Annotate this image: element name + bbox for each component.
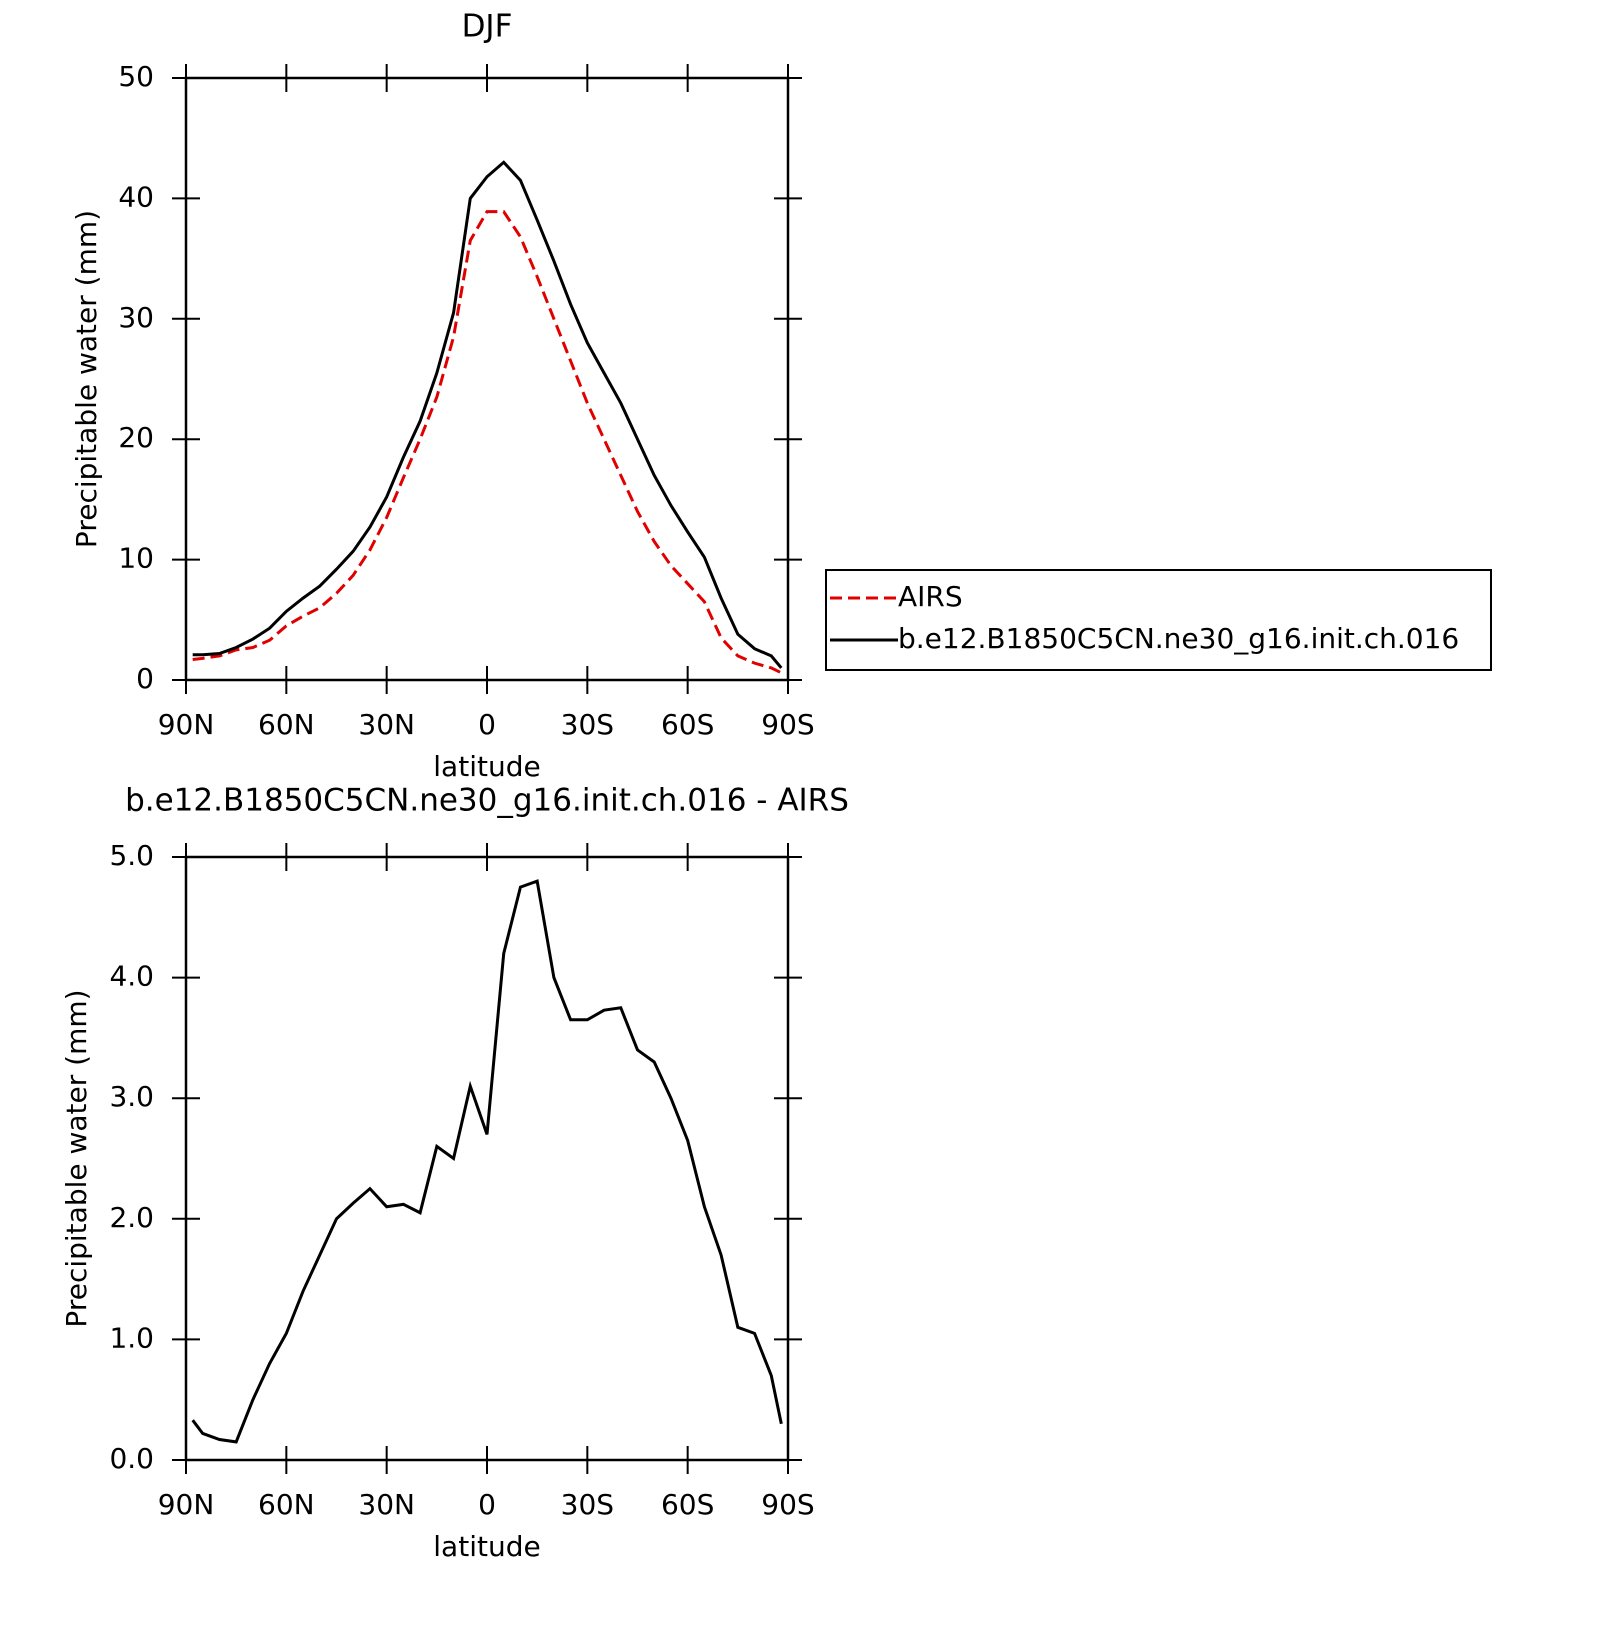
y-tick-label: 0.0 (109, 1442, 154, 1475)
y-tick-label: 50 (118, 60, 154, 93)
x-tick-label: 90S (761, 1488, 814, 1521)
y-axis-label: Precipitable water (mm) (60, 989, 93, 1327)
y-tick-label: 0 (136, 662, 154, 695)
x-tick-label: 30N (358, 708, 415, 741)
plot-frame (184, 855, 790, 1462)
x-tick-label: 60N (258, 708, 315, 741)
x-axis-label: latitude (433, 750, 540, 783)
x-tick-label: 30N (358, 1488, 415, 1521)
y-tick-label: 4.0 (109, 960, 154, 993)
x-axis-label: latitude (433, 1530, 540, 1563)
y-tick-label: 3.0 (109, 1080, 154, 1113)
x-tick-label: 30S (561, 708, 614, 741)
legend-label: AIRS (898, 580, 963, 613)
x-tick-label: 60S (661, 1488, 714, 1521)
x-tick-label: 60N (258, 1488, 315, 1521)
x-tick-label: 0 (478, 708, 496, 741)
y-tick-label: 5.0 (109, 839, 154, 872)
y-tick-label: 1.0 (109, 1321, 154, 1354)
x-tick-label: 60S (661, 708, 714, 741)
x-tick-label: 90N (158, 1488, 215, 1521)
x-tick-label: 30S (561, 1488, 614, 1521)
x-tick-label: 0 (478, 1488, 496, 1521)
legend-label: b.e12.B1850C5CN.ne30_g16.init.ch.016 (898, 622, 1459, 655)
y-axis-label: Precipitable water (mm) (70, 210, 103, 548)
y-tick-label: 2.0 (109, 1201, 154, 1234)
y-tick-label: 30 (118, 301, 154, 334)
plot-frame (184, 76, 790, 682)
chart-title: b.e12.B1850C5CN.ne30_g16.init.ch.016 - A… (125, 783, 849, 819)
data-line (191, 879, 783, 1444)
legend-box (825, 569, 1492, 671)
x-tick-label: 90S (761, 708, 814, 741)
data-line (192, 210, 782, 675)
y-tick-label: 20 (118, 421, 154, 454)
chart-title: DJF (462, 9, 513, 45)
y-tick-label: 10 (118, 542, 154, 575)
x-tick-label: 90N (158, 708, 215, 741)
data-line (192, 160, 783, 669)
y-tick-label: 40 (118, 180, 154, 213)
